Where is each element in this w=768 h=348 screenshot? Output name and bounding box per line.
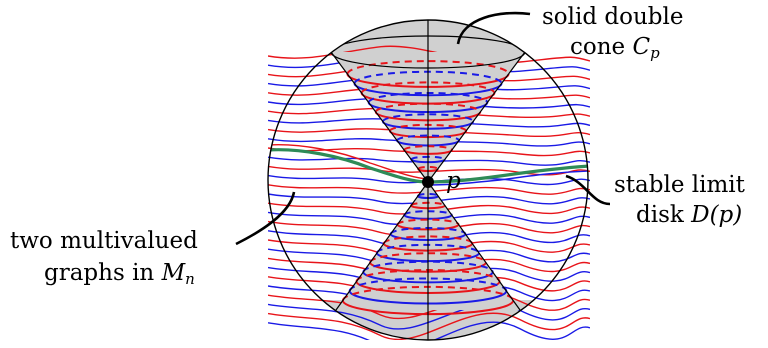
- cone-left-edge-upper: [330, 51, 429, 183]
- stable-label-line2: disk D(p): [636, 202, 742, 229]
- spiral-back-arc: [382, 235, 474, 244]
- point-p-label: p: [446, 168, 461, 194]
- graphs-label-word: graphs in: [44, 260, 155, 286]
- cone-label-word: cone: [570, 34, 626, 60]
- graph-sheet-line: [268, 184, 590, 195]
- cone-symbol-subscript: p: [650, 44, 660, 62]
- graph-sheet-line: [268, 303, 590, 330]
- stable-limit-disk-inner-red: [268, 143, 429, 180]
- cone-label-line2: cone Cp: [570, 34, 660, 67]
- stable-leader-line: [565, 174, 611, 206]
- graph-sheet-line: [268, 312, 590, 340]
- stable-label-line1: stable limit: [614, 172, 745, 198]
- stable-limit-disk-inner-blue: [427, 170, 588, 186]
- graphs-label-line2: graphs in Mn: [44, 260, 195, 293]
- cone-right-edge-upper: [427, 51, 526, 183]
- lower-cone-cap: [300, 300, 560, 340]
- ball-boundary: [267, 19, 589, 341]
- point-p-marker: [422, 176, 434, 188]
- spiral-back-arc: [396, 218, 460, 225]
- upper-cone-cap: [300, 20, 560, 52]
- stable-label-word: disk: [636, 202, 684, 228]
- cone-symbol: C: [632, 34, 651, 60]
- cone-left-edge-lower: [335, 181, 429, 311]
- spiral-back-arc: [381, 113, 475, 122]
- stable-symbol: D(p): [691, 202, 743, 228]
- spiral-back-arc: [417, 166, 439, 170]
- cone-leader-line: [456, 11, 531, 45]
- cone-right-edge-lower: [427, 181, 521, 311]
- spiral-back-arc: [396, 134, 460, 141]
- graphs-leader-line: [235, 191, 296, 246]
- spiral-back-arc: [369, 252, 487, 263]
- cone-label-line1: solid double: [542, 4, 684, 30]
- graphs-symbol-subscript: n: [185, 270, 195, 288]
- graphs-symbol: M: [161, 260, 186, 286]
- graph-sheet-line: [268, 321, 590, 340]
- graphs-label-line1: two multivalued: [10, 228, 198, 254]
